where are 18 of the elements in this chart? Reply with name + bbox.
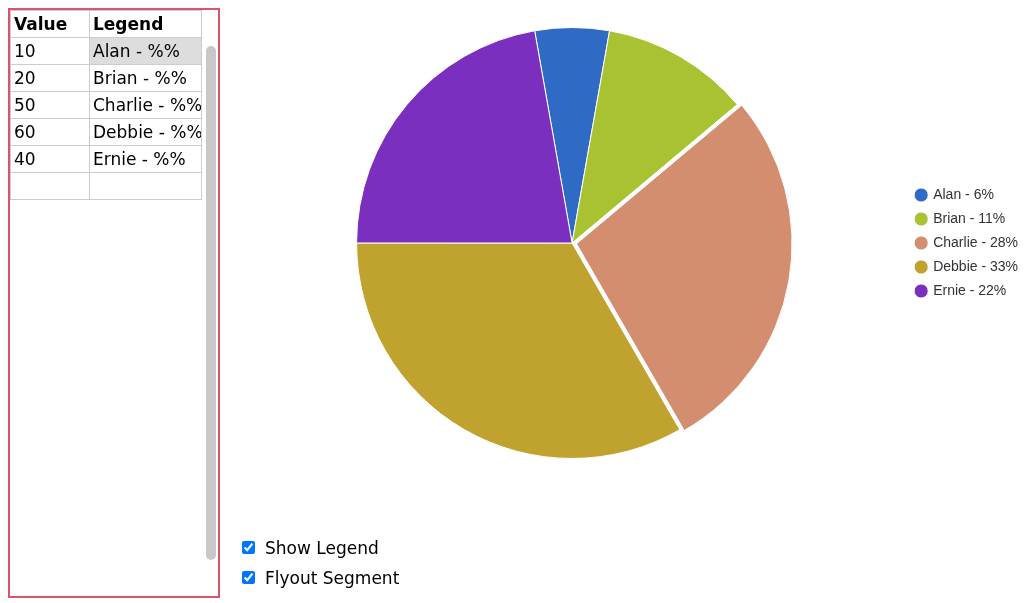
legend-label: Alan - 6%	[933, 185, 994, 202]
text: Flyout Segment	[264, 568, 400, 588]
text: Brian - %%	[89, 64, 202, 92]
legend-label: Charlie - 28%	[933, 233, 1018, 250]
text: 60	[10, 118, 90, 146]
text: 40	[10, 145, 90, 173]
text: Ernie - %%	[89, 145, 202, 173]
legend-label: Brian - 11%	[933, 209, 1006, 226]
text: Value	[10, 10, 90, 38]
text: Alan - %%	[89, 37, 202, 65]
text: Show Legend	[264, 538, 380, 558]
text: Legend	[89, 10, 202, 38]
text: 10	[10, 37, 90, 65]
text: 20	[10, 64, 90, 92]
text: Charlie - %%	[89, 91, 203, 119]
text: 50	[10, 91, 90, 119]
legend-label: Debbie - 33%	[933, 257, 1018, 274]
legend-label: Ernie - 22%	[933, 281, 1007, 298]
